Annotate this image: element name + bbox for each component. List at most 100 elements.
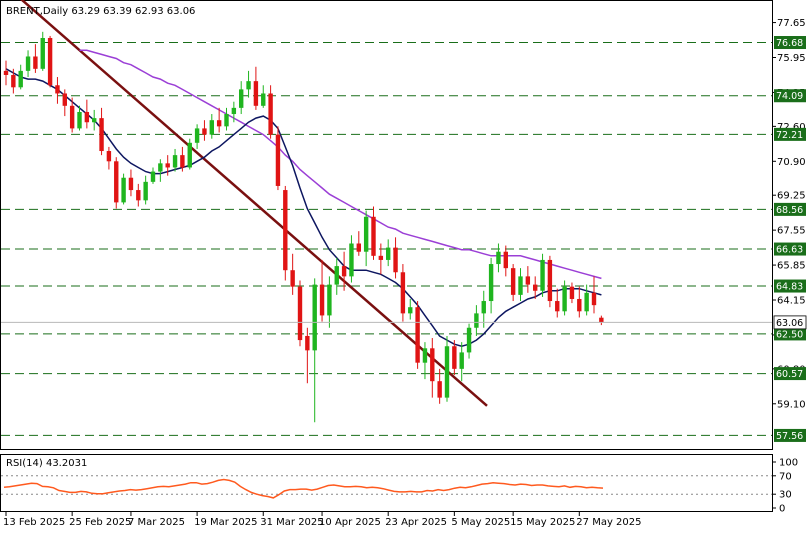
candle-body [158,163,163,172]
price-tick-label: 77.65 [777,18,806,29]
current-price-label: 63.06 [776,318,803,329]
candle-body [40,37,45,69]
candle-body [275,134,281,186]
candle-body [216,120,222,127]
candle-body [121,177,126,203]
candle-body [341,266,347,277]
candle-body [128,177,134,191]
candle-body [312,284,317,351]
candle-body [77,111,82,129]
rsi-panel: 100 70 30 0 RSI(14) 43.2031 [0,454,798,515]
time-tick-label: 27 May 2025 [576,517,641,528]
candle-body [11,74,16,88]
level-tag-box [774,127,806,141]
candle-body [510,268,516,295]
candle-body [540,259,545,291]
price-panel: 77.6575.9574.2572.6070.9069.2567.5565.85… [0,0,807,450]
candle-body [62,93,67,106]
price-tick-label: 70.90 [777,157,806,168]
rsi-tick-label: 30 [779,490,792,501]
level-tag-label: 74.09 [776,91,803,102]
candle-body [459,352,464,369]
chart-header: BRENT,Daily 63.29 63.39 62.93 63.06 [6,6,195,17]
candle-body [55,85,60,94]
candle-body [3,70,9,75]
candle-body [422,348,428,363]
candle-body [466,327,472,353]
candle-body [231,107,237,115]
price-tick-label: 75.95 [777,53,806,64]
time-tick-label: 31 Mar 2025 [260,517,323,528]
candle-body [92,118,97,123]
time-tick-label: 10 Apr 2025 [319,517,381,528]
candle-body [84,111,90,123]
candle-body [239,89,244,108]
candle-body [165,163,170,168]
level-tag-box [774,36,806,50]
rsi-panel-frame [0,454,773,512]
candle-body [136,190,141,201]
candle-body [143,181,148,201]
price-panel-frame [0,0,773,450]
level-tag-box [774,242,806,256]
level-tag-label: 64.83 [776,282,803,293]
candle-body [150,171,156,182]
rsi-levels [1,475,772,495]
level-tag-label: 68.56 [776,205,803,216]
candle-body [69,105,75,129]
candle-body [202,128,207,135]
candle-body [444,346,450,398]
rsi-tick-label: 70 [779,471,792,482]
current-price-tag [773,315,807,330]
candle-body [415,307,420,363]
candle-body [297,286,303,341]
candle-body [106,151,112,162]
candle-body [305,335,310,351]
candle-body [525,276,531,285]
time-tick-label: 25 Feb 2025 [69,517,131,528]
candle-body [334,266,339,285]
candle-body [496,251,501,265]
candle-body [283,190,288,271]
candle-body [547,259,553,302]
price-tick-label: 67.55 [777,226,806,237]
candle-body [503,251,508,269]
candle-body [562,286,567,312]
rsi-header: RSI(14) 43.2031 [6,458,87,469]
time-tick-label: 13 Feb 2025 [3,517,65,528]
candle-body [400,272,406,314]
level-tag-box [774,428,806,442]
candle-body [290,270,295,287]
time-tick-label: 19 Mar 2025 [194,517,257,528]
candle-body [356,243,361,252]
slow-ma-line [79,49,602,280]
time-tick-label: 5 May 2025 [451,517,510,528]
fast-ma-line [5,68,602,347]
trendline-line [20,0,488,407]
candle-body [437,381,442,398]
candle-body [430,348,435,382]
candle-body [363,216,369,252]
rsi-path [3,478,604,499]
candle-body [209,120,214,135]
level-tag-box [774,327,806,341]
candle-body [488,264,494,302]
level-tag-label: 66.63 [776,245,803,256]
level-tag-box [774,202,806,216]
candle-body [569,286,575,299]
price-tick-label: 65.85 [777,261,806,272]
level-tag-label: 62.50 [776,329,803,340]
candle-body [246,81,251,90]
candle-body [378,255,384,260]
level-tag-box [774,89,806,103]
candle-body [114,161,119,203]
candle-body [33,56,38,69]
rsi-axis: 100 70 30 0 [772,458,798,515]
rsi-tick-label: 0 [779,504,785,515]
candle-body [253,81,259,106]
candle-body [474,313,479,328]
candle-body [261,93,266,106]
candle-body [47,37,53,86]
price-tick-label: 59.10 [777,399,806,410]
